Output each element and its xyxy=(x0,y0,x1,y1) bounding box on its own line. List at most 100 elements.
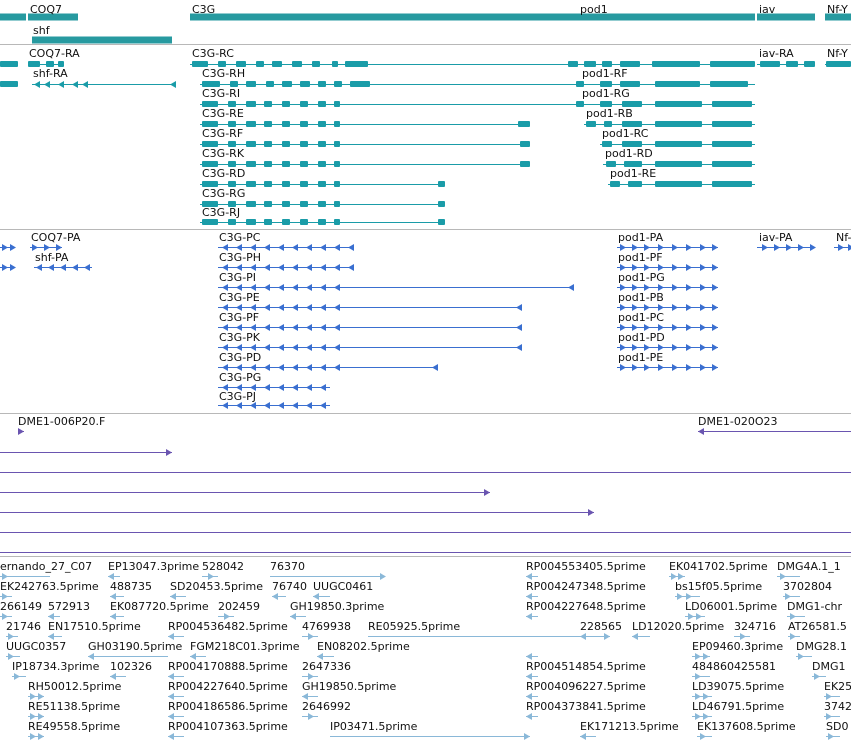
transcript-feature[interactable] xyxy=(0,81,18,87)
est-feature[interactable]: GH19850.5prime xyxy=(302,680,397,700)
transcript-feature[interactable]: pod1-RG xyxy=(580,87,755,105)
exon-block[interactable] xyxy=(655,161,702,167)
exon-block[interactable] xyxy=(300,141,308,147)
exon-block[interactable] xyxy=(318,141,326,147)
cds-feature[interactable]: C3G-PF xyxy=(218,311,522,331)
est-feature[interactable]: RP004553405.5prime xyxy=(526,560,646,580)
exon-block[interactable] xyxy=(202,141,218,147)
cds-feature[interactable]: Nf- xyxy=(834,231,851,251)
est-feature[interactable]: 4769938 xyxy=(302,620,351,640)
clone-feature[interactable] xyxy=(0,489,490,496)
exon-block[interactable] xyxy=(246,101,256,107)
exon-block[interactable] xyxy=(202,181,218,187)
est-feature[interactable]: 76370 xyxy=(270,560,386,580)
clone-feature[interactable] xyxy=(0,449,172,456)
exon-block[interactable] xyxy=(228,141,236,147)
exon-block[interactable] xyxy=(246,219,256,225)
exon-block[interactable] xyxy=(610,181,620,187)
exon-block[interactable] xyxy=(586,121,596,127)
est-feature[interactable]: FGM218C01.3prime xyxy=(190,640,300,660)
cds-feature[interactable]: pod1-PB xyxy=(617,291,718,311)
cds-feature[interactable]: pod1-PA xyxy=(617,231,718,251)
exon-block[interactable] xyxy=(786,61,798,67)
exon-block[interactable] xyxy=(334,161,340,167)
exon-block[interactable] xyxy=(318,121,326,127)
exon-block[interactable] xyxy=(282,101,290,107)
transcript-feature[interactable]: C3G-RF xyxy=(200,127,530,147)
exon-block[interactable] xyxy=(236,61,246,67)
exon-block[interactable] xyxy=(318,181,326,187)
cds-feature[interactable]: COQ7-PA xyxy=(30,231,81,251)
est-feature[interactable] xyxy=(526,653,538,660)
cds-feature[interactable]: pod1-PD xyxy=(617,331,718,351)
exon-block[interactable] xyxy=(606,161,616,167)
exon-block[interactable] xyxy=(300,81,310,87)
exon-block[interactable] xyxy=(520,141,530,147)
exon-block[interactable] xyxy=(192,61,208,67)
est-feature[interactable]: 3702804 xyxy=(783,580,832,600)
transcript-feature[interactable]: C3G-RK xyxy=(200,147,530,167)
est-feature[interactable]: 2647336 xyxy=(302,660,351,680)
exon-block[interactable] xyxy=(604,121,612,127)
exon-block[interactable] xyxy=(282,81,292,87)
est-feature[interactable]: EK171213.5prime xyxy=(580,720,679,740)
exon-block[interactable] xyxy=(300,181,308,187)
exon-block[interactable] xyxy=(246,201,256,207)
transcript-feature[interactable]: Nf-Y xyxy=(825,47,851,67)
est-feature[interactable]: DMG28.1 xyxy=(796,640,847,660)
est-feature[interactable]: 228565 xyxy=(580,620,622,640)
exon-block[interactable] xyxy=(655,141,702,147)
est-feature[interactable]: RP004107363.5prime xyxy=(168,720,288,740)
exon-block[interactable] xyxy=(202,161,218,167)
exon-block[interactable] xyxy=(282,219,290,225)
exon-block[interactable] xyxy=(202,121,218,127)
est-feature[interactable]: RP004186586.5prime xyxy=(168,700,288,720)
transcript-feature[interactable]: pod1-RD xyxy=(603,147,755,167)
est-feature[interactable]: bs15f05.5prime xyxy=(675,580,762,600)
exon-block[interactable] xyxy=(628,181,642,187)
exon-block[interactable] xyxy=(264,181,272,187)
est-feature[interactable]: RP004096227.5prime xyxy=(526,680,646,700)
est-feature[interactable]: EP09460.3prime xyxy=(692,640,783,660)
est-feature[interactable]: SD20453.5prime xyxy=(170,580,263,600)
est-feature[interactable]: LD06001.5prime xyxy=(685,600,777,620)
exon-block[interactable] xyxy=(334,201,340,207)
transcript-feature[interactable]: C3G-RG xyxy=(200,187,445,207)
est-feature[interactable]: 324716 xyxy=(734,620,776,640)
est-feature[interactable]: 484860425581 xyxy=(692,660,776,680)
est-feature[interactable]: EK041702.5prime xyxy=(669,560,768,580)
cds-feature[interactable]: C3G-PK xyxy=(218,331,522,351)
clone-feature[interactable] xyxy=(0,509,594,516)
exon-block[interactable] xyxy=(264,201,272,207)
exon-block[interactable] xyxy=(202,81,220,87)
cds-feature[interactable]: C3G-PJ xyxy=(218,390,330,409)
exon-block[interactable] xyxy=(520,161,530,167)
est-feature[interactable]: EK25 xyxy=(824,680,851,700)
exon-block[interactable] xyxy=(292,61,302,67)
cds-feature[interactable]: C3G-PI xyxy=(218,271,574,291)
est-feature[interactable]: RP004536482.5prime xyxy=(168,620,288,640)
est-feature[interactable]: ernando_27_C07 xyxy=(0,560,92,580)
exon-block[interactable] xyxy=(712,141,752,147)
exon-block[interactable] xyxy=(246,81,256,87)
transcript-feature[interactable]: pod1-RF xyxy=(580,67,755,85)
cds-feature[interactable]: C3G-PH xyxy=(218,251,354,271)
est-feature[interactable]: EP13047.3prime xyxy=(108,560,199,580)
gene-feature[interactable]: iav xyxy=(757,3,815,21)
exon-block[interactable] xyxy=(332,61,338,67)
exon-block[interactable] xyxy=(228,181,236,187)
exon-block[interactable] xyxy=(282,181,290,187)
exon-block[interactable] xyxy=(712,161,752,167)
exon-block[interactable] xyxy=(334,121,340,127)
gene-bar[interactable] xyxy=(32,36,172,44)
est-feature[interactable]: RP004227648.5prime xyxy=(526,600,646,620)
est-feature[interactable]: EK242763.5prime xyxy=(0,580,99,600)
est-feature[interactable]: SD0 xyxy=(826,720,848,740)
est-feature[interactable]: RP004373841.5prime xyxy=(526,700,646,720)
exon-block[interactable] xyxy=(760,61,780,67)
gene-feature[interactable]: C3G xyxy=(190,3,580,21)
exon-block[interactable] xyxy=(804,61,815,67)
exon-block[interactable] xyxy=(246,181,256,187)
gene-bar[interactable] xyxy=(580,13,755,21)
transcript-feature[interactable]: pod1-RC xyxy=(600,127,755,147)
